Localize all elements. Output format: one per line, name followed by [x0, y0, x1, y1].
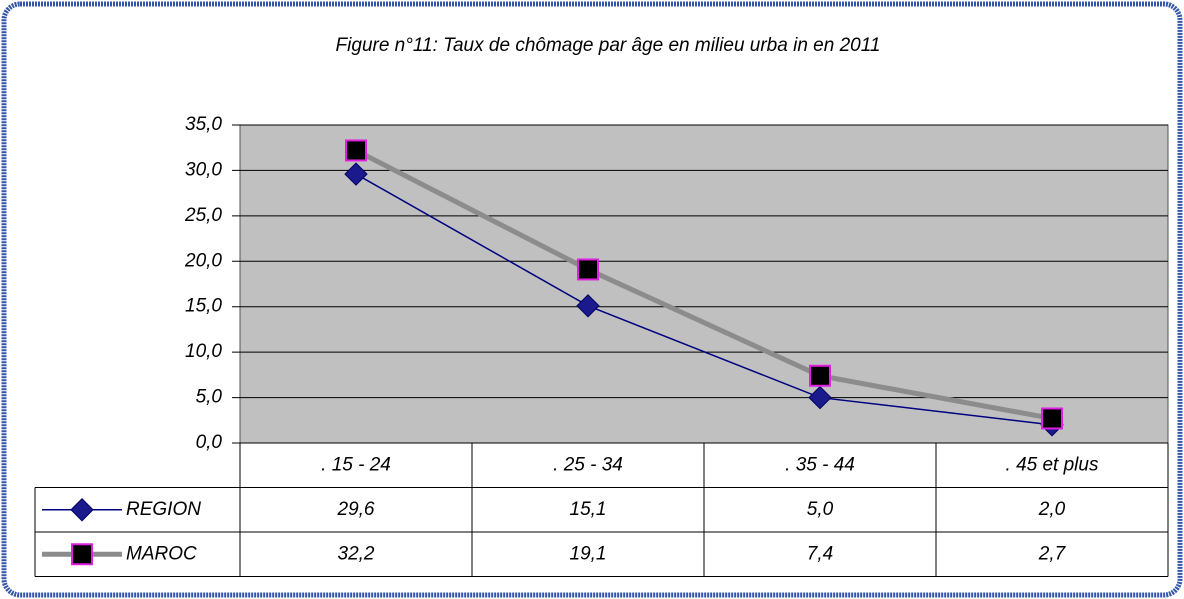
- data-point: [808, 385, 832, 410]
- data-label: 2,7: [1038, 543, 1067, 564]
- y-tick-label: 20,0: [184, 250, 222, 271]
- chart-title: Figure n°11: Taux de chômage par âge en …: [336, 35, 881, 56]
- x-tick-label: . 25 - 34: [553, 454, 623, 475]
- data-point: [577, 258, 599, 281]
- y-tick-label: 10,0: [185, 341, 222, 362]
- y-tick-label: 5,0: [196, 387, 223, 408]
- data-point: [345, 139, 367, 162]
- data-point: [1041, 407, 1063, 430]
- x-tick-label: . 45 et plus: [1006, 454, 1099, 475]
- series-line: [354, 148, 1053, 421]
- y-tick-label: 35,0: [185, 114, 222, 135]
- data-label: 7,4: [807, 543, 833, 564]
- series-line: [355, 173, 1053, 426]
- legend-label: REGION: [126, 499, 201, 520]
- legend-marker: [71, 543, 93, 566]
- y-tick-label: 0,0: [196, 432, 223, 453]
- data-label: 15,1: [570, 499, 607, 520]
- y-tick-label: 15,0: [185, 296, 222, 317]
- x-tick-label: . 35 - 44: [785, 454, 855, 475]
- y-tick-label: 25,0: [184, 205, 222, 226]
- plot-area: [239, 124, 1169, 444]
- legend-marker: [70, 498, 94, 522]
- legend-label: MAROC: [126, 543, 197, 564]
- data-label: 29,6: [337, 499, 375, 520]
- data-point: [809, 364, 831, 387]
- data-label: 2,0: [1038, 499, 1066, 520]
- x-tick-label: . 15 - 24: [321, 454, 391, 475]
- data-label: 32,2: [338, 543, 375, 564]
- y-tick-label: 30,0: [185, 159, 222, 180]
- data-label: 19,1: [570, 543, 607, 564]
- data-point: [576, 294, 600, 318]
- data-point: [344, 162, 368, 186]
- data-label: 5,0: [807, 499, 834, 520]
